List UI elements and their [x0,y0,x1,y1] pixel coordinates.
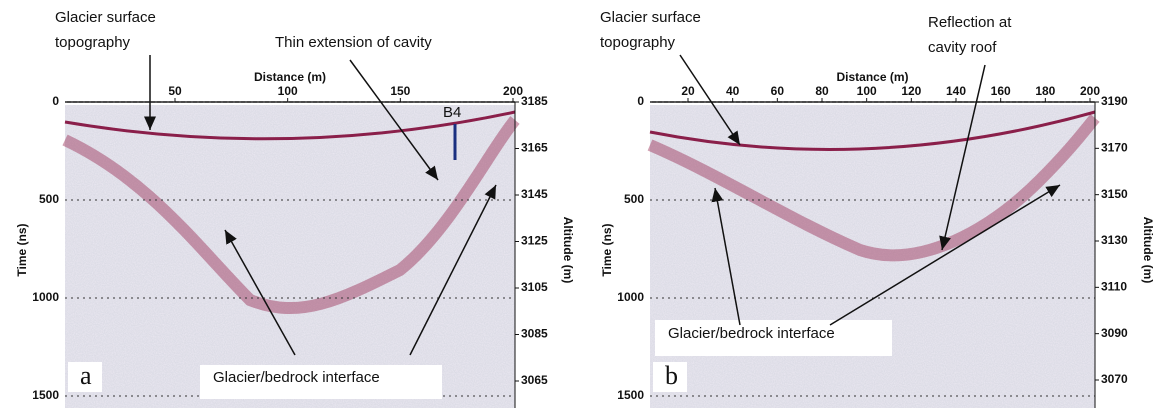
y2-tick-label: 3070 [1101,372,1128,386]
y2-tick-label: 3125 [521,234,548,248]
arrow [409,184,497,356]
surface-reflection [649,110,1096,151]
annotation: topography [55,34,131,51]
x-tick-label: 80 [815,84,829,98]
arrow [224,229,296,356]
annotation: Reflection at [928,14,1012,31]
x-tick-label: 60 [771,84,785,98]
arrow [829,184,1061,326]
y-tick-label: 1500 [617,388,644,402]
annotation: Glacier/bedrock interface [668,325,835,342]
panel-letter: a [80,361,92,390]
radargram-noise [650,105,1095,408]
y-tick-label: 1000 [32,290,59,304]
arrow [939,64,986,251]
y-tick-label: 0 [637,94,644,108]
arrow [679,54,741,146]
x-tick-label: 140 [946,84,966,98]
y-tick-label: 500 [39,192,59,206]
y-axis-title: Time (ns) [15,223,29,276]
y-tick-label: 0 [52,94,59,108]
annotation: cavity roof [928,39,997,56]
x-tick-label: 150 [390,84,410,98]
bedrock-reflection [62,116,520,314]
y2-axis-title: Altitude (m) [1141,217,1155,284]
annotation: Glacier surface [600,9,701,26]
y-axis-title: Time (ns) [600,223,614,276]
y2-tick-label: 3085 [521,327,548,341]
y2-tick-label: 3145 [521,187,548,201]
arrow [349,59,439,181]
label-box [200,365,442,399]
x-tick-label: 100 [278,84,298,98]
x-tick-label: 100 [857,84,877,98]
annotation: Glacier/bedrock interface [213,369,380,386]
x-axis-title: Distance (m) [836,70,908,84]
y2-tick-label: 3110 [1101,280,1127,294]
y2-tick-label: 3150 [1101,187,1128,201]
x-tick-label: 40 [726,84,740,98]
y2-tick-label: 3090 [1101,326,1128,340]
annotation: B4 [443,104,461,121]
y2-tick-label: 3170 [1101,141,1128,155]
y2-tick-label: 3105 [521,280,548,294]
y-tick-label: 1000 [617,290,644,304]
panel-letter-box [68,362,102,392]
y-tick-label: 500 [624,192,644,206]
label-box [655,320,892,356]
x-tick-label: 20 [681,84,695,98]
annotation: Thin extension of cavity [275,34,432,51]
y2-tick-label: 3190 [1101,94,1128,108]
x-tick-label: 120 [901,84,921,98]
y2-tick-label: 3185 [521,94,548,108]
panel-letter-box [653,362,687,392]
y2-tick-label: 3130 [1101,233,1128,247]
surface-reflection [64,110,516,141]
y2-tick-label: 3065 [521,373,548,387]
x-tick-label: 50 [168,84,182,98]
x-tick-label: 160 [991,84,1011,98]
x-tick-label: 200 [1080,84,1100,98]
y-tick-label: 1500 [32,388,59,402]
y2-axis-title: Altitude (m) [561,217,575,284]
x-axis-title: Distance (m) [254,70,326,84]
arrow [711,187,741,326]
panel-letter: b [665,361,678,390]
annotation: topography [600,34,676,51]
radargram-noise [65,105,515,408]
bedrock-reflection [647,114,1100,262]
annotation: Glacier surface [55,9,156,26]
y2-tick-label: 3165 [521,141,548,155]
x-tick-label: 180 [1035,84,1055,98]
x-tick-label: 200 [503,84,523,98]
